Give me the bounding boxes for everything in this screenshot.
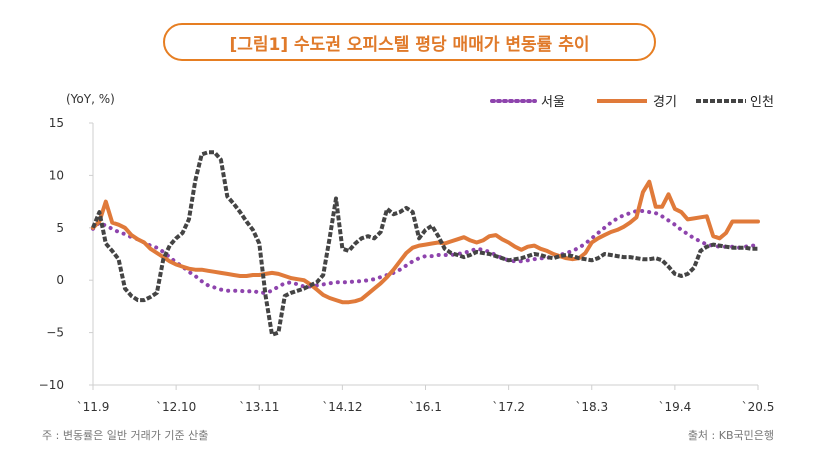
y-tick-label: 5 bbox=[56, 221, 64, 235]
x-tick-label: `18.3 bbox=[575, 400, 608, 414]
y-tick-label: −5 bbox=[46, 326, 64, 340]
source-note: 출처 : KB국민은행 bbox=[687, 429, 774, 442]
x-tick-label: `13.11 bbox=[239, 400, 279, 414]
y-axis: 15 10 5 0 −5 −10 bbox=[39, 116, 94, 392]
legend: 서울 경기 인천 bbox=[490, 95, 774, 110]
x-tick-label: `17.2 bbox=[492, 400, 525, 414]
x-tick-label: `11.9 bbox=[77, 400, 110, 414]
y-tick-label: 0 bbox=[56, 273, 64, 287]
y-unit-label: (YoY, %) bbox=[66, 92, 115, 106]
x-tick-label: `12.10 bbox=[156, 400, 196, 414]
plot-area bbox=[91, 150, 760, 337]
legend-label-gyeonggi: 경기 bbox=[653, 95, 677, 110]
series-line-incheon bbox=[91, 150, 758, 337]
x-tick-label: `16.1 bbox=[409, 400, 442, 414]
x-tick-label: `14.12 bbox=[322, 400, 362, 414]
series-line-gyeonggi bbox=[91, 179, 760, 305]
legend-label-incheon: 인천 bbox=[750, 95, 774, 110]
y-tick-label: 15 bbox=[49, 116, 64, 130]
x-tick-label: `19.4 bbox=[659, 400, 692, 414]
series-line-seoul bbox=[91, 209, 760, 295]
chart-title: [그림1] 수도권 오피스텔 평당 매매가 변동률 추이 bbox=[163, 23, 656, 61]
y-tick-label: 10 bbox=[49, 168, 64, 182]
legend-label-seoul: 서울 bbox=[541, 95, 565, 110]
x-tick-label: `20.5 bbox=[742, 400, 775, 414]
footnote: 주 : 변동률은 일반 거래가 기준 산출 bbox=[42, 429, 209, 442]
x-axis: `11.9 `12.10 `13.11 `14.12 `16.1 `17.2 `18.3 `1… bbox=[77, 384, 775, 414]
y-tick-label: −10 bbox=[39, 378, 64, 392]
